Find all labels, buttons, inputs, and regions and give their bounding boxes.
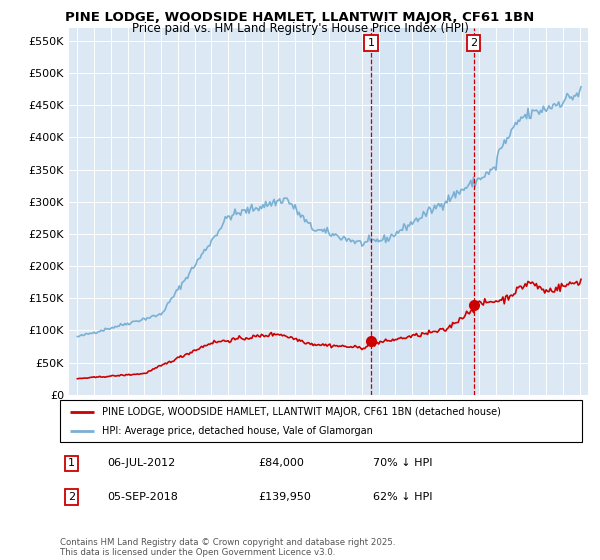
Text: HPI: Average price, detached house, Vale of Glamorgan: HPI: Average price, detached house, Vale…	[102, 426, 373, 436]
Text: 2: 2	[470, 38, 478, 48]
Text: Contains HM Land Registry data © Crown copyright and database right 2025.
This d: Contains HM Land Registry data © Crown c…	[60, 538, 395, 557]
Bar	[371, 28, 474, 395]
Text: 1: 1	[68, 459, 75, 468]
Text: Price paid vs. HM Land Registry's House Price Index (HPI): Price paid vs. HM Land Registry's House …	[131, 22, 469, 35]
Text: 06-JUL-2012: 06-JUL-2012	[107, 459, 175, 468]
FancyBboxPatch shape	[60, 400, 582, 442]
Text: 62% ↓ HPI: 62% ↓ HPI	[373, 492, 433, 502]
Text: 05-SEP-2018: 05-SEP-2018	[107, 492, 178, 502]
Text: 70% ↓ HPI: 70% ↓ HPI	[373, 459, 433, 468]
Text: PINE LODGE, WOODSIDE HAMLET, LLANTWIT MAJOR, CF61 1BN (detached house): PINE LODGE, WOODSIDE HAMLET, LLANTWIT MA…	[102, 407, 500, 417]
Text: £139,950: £139,950	[259, 492, 311, 502]
Text: PINE LODGE, WOODSIDE HAMLET, LLANTWIT MAJOR, CF61 1BN: PINE LODGE, WOODSIDE HAMLET, LLANTWIT MA…	[65, 11, 535, 24]
Text: 2: 2	[68, 492, 75, 502]
Text: £84,000: £84,000	[259, 459, 304, 468]
Text: 1: 1	[368, 38, 374, 48]
